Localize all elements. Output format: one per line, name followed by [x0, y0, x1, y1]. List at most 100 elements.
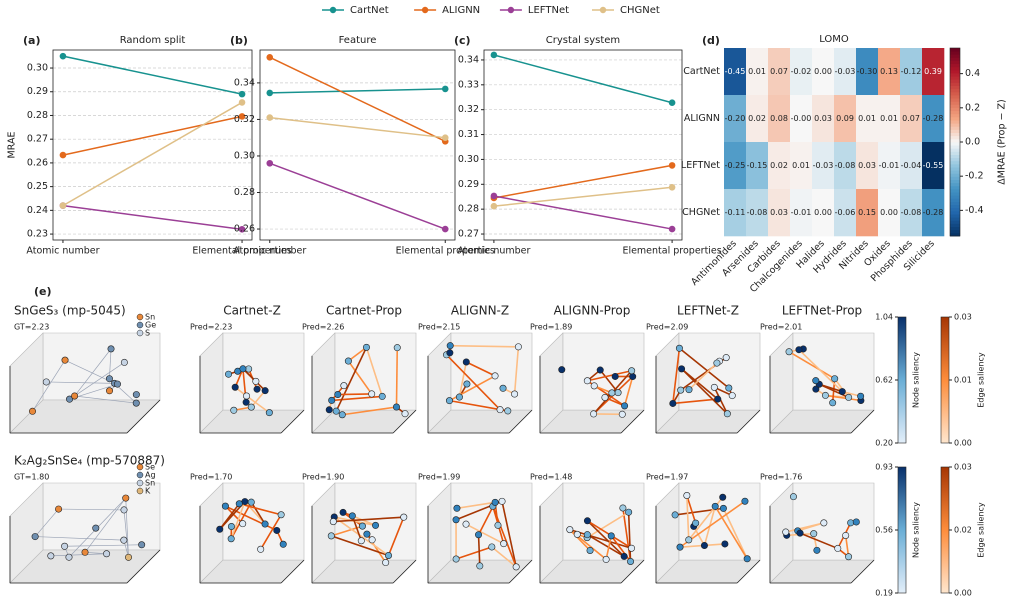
- bond: [587, 369, 632, 382]
- y-tick-label: 0.27: [458, 229, 479, 240]
- data-point: [238, 99, 246, 106]
- atom: [728, 392, 736, 400]
- pred-label: Pred=1.48: [530, 473, 572, 482]
- panel-label: (c): [454, 34, 471, 47]
- atom: [261, 387, 269, 395]
- colorbar-step: [950, 160, 960, 165]
- axis-edge: [508, 559, 533, 584]
- y-tick-label: 0.23: [27, 229, 48, 240]
- bond: [335, 347, 368, 412]
- atom: [227, 522, 235, 530]
- bond: [260, 514, 282, 550]
- cell-label: -0.04: [901, 161, 922, 170]
- colorbar-tick-label: 1.04: [875, 313, 893, 322]
- y-tick-label: 0.28: [458, 204, 479, 215]
- bond: [250, 501, 266, 525]
- atom: [357, 537, 365, 545]
- atom: [455, 393, 463, 401]
- bond: [678, 347, 730, 389]
- atom: [113, 380, 121, 388]
- colorbar-step: [950, 60, 960, 65]
- atom: [253, 385, 261, 393]
- colorbar-step: [950, 95, 960, 99]
- series-line: [493, 54, 673, 104]
- cell-label: -0.00: [791, 114, 812, 123]
- colorbar: [940, 466, 950, 594]
- axis-edge: [850, 409, 875, 434]
- colorbar-tick-label: 0.03: [954, 463, 972, 472]
- colorbar-step: [950, 185, 960, 190]
- chart-title: Random split: [120, 35, 186, 46]
- colorbar-step: [950, 179, 960, 184]
- panel-label: (b): [230, 34, 248, 47]
- bond: [35, 536, 124, 541]
- atom: [261, 520, 269, 528]
- colorbar-step: [950, 223, 960, 227]
- structure-title: K₂Ag₂SnSe₄ (mp-570887): [14, 454, 165, 468]
- atom: [511, 390, 519, 398]
- atom: [348, 512, 356, 520]
- colorbar-step: [950, 113, 960, 118]
- element-label: K: [145, 487, 151, 496]
- atom: [452, 516, 460, 524]
- bond: [331, 395, 383, 402]
- pred-label: Pred=2.09: [646, 323, 688, 332]
- colorbar-step: [950, 189, 960, 193]
- atom: [453, 504, 461, 512]
- atom: [590, 382, 598, 390]
- bond: [74, 348, 112, 397]
- bond: [458, 361, 468, 398]
- bond: [337, 393, 372, 396]
- heatmap-cell: [900, 142, 923, 190]
- atom: [620, 552, 628, 560]
- data-point: [441, 225, 449, 233]
- atom: [488, 543, 496, 551]
- legend-label: LEFTNet: [528, 5, 569, 16]
- legend-label: CHGNet: [620, 5, 660, 16]
- colorbar-step: [950, 98, 960, 102]
- cell-label: -0.08: [747, 208, 768, 217]
- colorbar-tick-label: 0.2: [965, 102, 980, 113]
- atom: [625, 508, 633, 516]
- colorbar-step: [950, 214, 960, 218]
- heatmap-cell: [724, 142, 747, 190]
- atom: [103, 550, 111, 558]
- atom: [618, 410, 626, 418]
- cell-label: -0.12: [901, 67, 922, 76]
- atom: [692, 519, 700, 527]
- atom: [628, 367, 636, 375]
- data-point: [490, 51, 498, 59]
- atom: [239, 520, 247, 528]
- atom: [719, 493, 727, 501]
- legend-label: CartNet: [350, 5, 389, 16]
- atom: [340, 382, 348, 390]
- bond: [333, 516, 404, 523]
- atom: [498, 497, 506, 505]
- colorbar-step: [950, 232, 960, 237]
- atom: [700, 541, 708, 549]
- heatmap-cell: [878, 142, 901, 190]
- bond: [85, 551, 107, 555]
- y-tick-label: 0.29: [458, 179, 479, 190]
- cell-label: -0.08: [901, 208, 922, 217]
- atom: [834, 544, 842, 552]
- atom: [583, 377, 591, 385]
- atom: [821, 391, 829, 399]
- bond: [109, 348, 112, 379]
- y-tick-label: 0.31: [458, 129, 479, 140]
- colorbar-step: [950, 120, 960, 124]
- heatmap-cell: [834, 48, 857, 96]
- bond: [569, 529, 591, 552]
- atom: [120, 506, 128, 514]
- cell-label: 0.08: [770, 114, 788, 123]
- atom: [586, 546, 594, 554]
- heatmap-cell: [834, 142, 857, 190]
- y-axis-label: MRAE: [7, 132, 18, 159]
- cell-label: -0.03: [813, 161, 834, 170]
- axis-edge: [736, 559, 761, 584]
- data-point: [238, 226, 246, 233]
- cell-label: 0.01: [748, 67, 766, 76]
- atom: [614, 389, 622, 397]
- bond: [788, 351, 836, 380]
- data-point: [266, 54, 274, 61]
